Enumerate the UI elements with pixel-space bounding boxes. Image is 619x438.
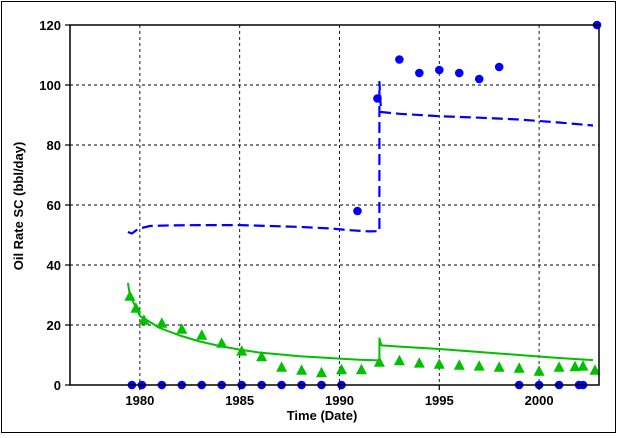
- data-point: [395, 55, 404, 64]
- tick-labels: 1980 1985 1990 1995 2000 0 20 40 60 80 100 120: [39, 18, 553, 408]
- y-tick-label: 20: [47, 318, 61, 333]
- data-point: [433, 358, 445, 369]
- x-tick-label: 1995: [425, 393, 454, 408]
- y-axis-title: Oil Rate SC (bbl/day): [11, 142, 26, 271]
- data-point: [196, 329, 208, 340]
- y-tick-label: 0: [54, 378, 61, 393]
- data-point: [296, 364, 308, 375]
- y-tick-label: 80: [47, 138, 61, 153]
- data-point: [256, 350, 268, 362]
- x-tick-label: 1990: [325, 393, 354, 408]
- data-point: [474, 74, 484, 84]
- data-point: [453, 359, 465, 370]
- data-point: [569, 360, 581, 372]
- y-tick-label: 60: [47, 198, 61, 213]
- y-tick-label: 120: [39, 18, 61, 33]
- data-point: [473, 360, 485, 371]
- x-tick-label: 1985: [225, 393, 254, 408]
- chart-frame: 1980 1985 1990 1995 2000 0 20 40 60 80 100 120 Time…: [1, 1, 616, 433]
- series-line: [126, 282, 594, 362]
- series-line: [127, 80, 594, 235]
- x-axis-title: Time (Date): [287, 408, 358, 423]
- data-point: [589, 364, 601, 375]
- data-point: [355, 363, 367, 375]
- data-point: [413, 357, 425, 368]
- data-point: [336, 363, 347, 375]
- data-point: [435, 65, 444, 75]
- data-point: [176, 323, 188, 334]
- grid: [70, 24, 599, 385]
- data-point: [156, 317, 168, 328]
- data-point: [276, 361, 288, 372]
- series-1: [127, 80, 594, 235]
- series-layer: [124, 20, 602, 390]
- data-point: [577, 360, 589, 371]
- data-point: [316, 366, 327, 378]
- axes: [65, 24, 600, 390]
- y-tick-label: 100: [39, 78, 61, 93]
- data-point: [373, 356, 385, 367]
- data-point: [415, 68, 424, 78]
- data-point: [553, 361, 565, 372]
- y-tick-label: 40: [47, 258, 61, 273]
- data-point: [513, 362, 525, 373]
- data-point: [454, 68, 464, 78]
- data-point: [353, 206, 362, 216]
- data-point: [393, 354, 405, 366]
- series-3: [126, 282, 594, 362]
- data-point: [493, 361, 505, 372]
- x-tick-label: 2000: [525, 393, 554, 408]
- x-tick-label: 1980: [125, 393, 154, 408]
- data-point: [533, 365, 545, 376]
- data-point: [494, 62, 504, 72]
- series-2: [124, 290, 601, 378]
